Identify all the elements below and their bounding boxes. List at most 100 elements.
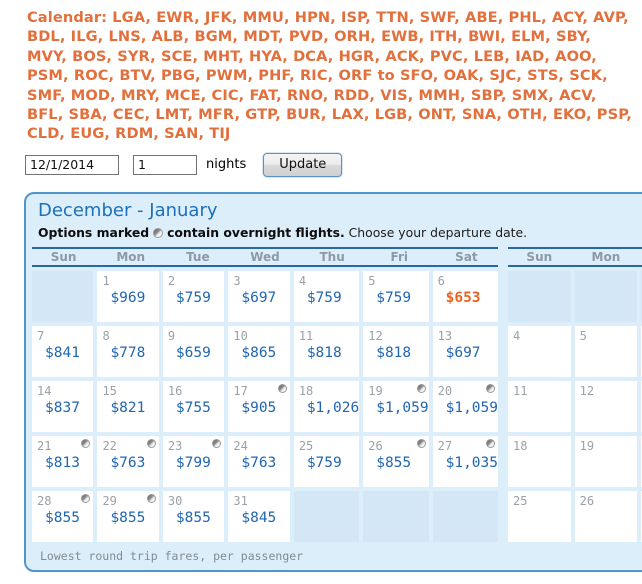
fare-price[interactable]: $818	[306, 344, 342, 361]
fare-price[interactable]: $969	[110, 289, 146, 306]
calendar-day-cell: 12	[574, 380, 638, 432]
calendar-day-cell[interactable]: 19 $1,059	[363, 380, 429, 432]
overnight-moon-icon	[486, 438, 495, 448]
fare-price[interactable]: $845	[241, 509, 277, 526]
calendar-day-cell[interactable]: 29 $855	[97, 490, 159, 542]
fare-price[interactable]: $759	[175, 289, 211, 306]
calendar-day-cell[interactable]: 6 $653	[432, 270, 498, 322]
calendar-day-cell: 25	[508, 490, 571, 542]
calendar-day-cell[interactable]: 22 $763	[97, 435, 159, 487]
calendar-day-cell[interactable]: 23 $799	[162, 435, 225, 487]
calendar-day-cell[interactable]: 4 $759	[293, 270, 360, 322]
fare-price[interactable]: $1,035	[445, 454, 498, 471]
calendar-day-cell[interactable]: 27 $1,035	[432, 435, 498, 487]
day-number: 17	[233, 383, 248, 398]
overnight-moon-icon	[153, 227, 164, 238]
fare-price[interactable]: $818	[376, 344, 412, 361]
update-button[interactable]: Update	[263, 152, 343, 177]
day-number: 6	[437, 273, 445, 288]
calendar-day-cell[interactable]: 2 $759	[162, 270, 225, 322]
fare-price[interactable]: $855	[110, 509, 146, 526]
calendar-day-cell[interactable]: 16 $755	[162, 380, 225, 432]
calendar-day-cell: 4	[508, 325, 571, 377]
empty-day-cell	[363, 490, 429, 542]
day-number: 18	[513, 438, 528, 453]
calendar-day-cell[interactable]: 25 $759	[293, 435, 360, 487]
calendar-day-cell: 11	[508, 380, 571, 432]
fare-price[interactable]: $759	[306, 289, 342, 306]
fare-price[interactable]: $1,026	[306, 399, 360, 416]
calendar-day-cell[interactable]: 10 $865	[228, 325, 290, 377]
legend-text-bold: contain overnight flights.	[167, 224, 345, 240]
calendar-day-cell[interactable]: 11 $818	[293, 325, 360, 377]
fare-price[interactable]: $905	[241, 399, 277, 416]
fare-price[interactable]: $653	[445, 289, 481, 306]
day-number: 12	[579, 383, 595, 398]
calendar-day-cell[interactable]: 7 $841	[32, 325, 94, 377]
calendar-day-cell[interactable]: 13 $697	[432, 325, 498, 377]
calendar-day-cell[interactable]: 5 $759	[363, 270, 429, 322]
calendar-day-cell: 19	[574, 435, 638, 487]
fare-price[interactable]: $855	[376, 454, 412, 471]
overnight-moon-icon	[81, 438, 91, 448]
nights-label: nights	[206, 157, 247, 173]
fare-price[interactable]: $813	[45, 454, 80, 471]
nights-input[interactable]	[133, 154, 197, 175]
calendar-day-cell[interactable]: 1 $969	[97, 270, 159, 322]
day-header-row: Sun Mon Tue Wed Thu Fri Sat	[32, 246, 498, 267]
calendar-day-cell[interactable]: 18 $1,026	[293, 380, 360, 432]
departure-date-input[interactable]	[25, 154, 119, 175]
calendar-day-cell[interactable]: 12 $818	[363, 325, 429, 377]
calendar-day-cell[interactable]: 28 $855	[32, 490, 94, 542]
fare-price[interactable]: $697	[241, 289, 277, 306]
day-header-sun: Sun	[50, 249, 77, 264]
month-december: Sun Mon Tue Wed Thu Fri Sat 1 $969 2 $759 3 $697 4 $7…	[32, 246, 498, 542]
day-number: 26	[368, 438, 383, 453]
calendar-day-cell[interactable]: 17 $905	[228, 380, 290, 432]
day-grid: 1 $969 2 $759 3 $697 4 $759 5 $759 6 $653 7 $841 8 $778…	[32, 267, 498, 542]
calendar-day-cell[interactable]: 30 $855	[162, 490, 225, 542]
fare-price[interactable]: $763	[241, 454, 277, 471]
fare-price[interactable]: $1,059	[445, 399, 498, 416]
day-header-mon: Mon	[591, 249, 621, 264]
fare-price[interactable]: $855	[45, 509, 80, 526]
day-number: 22	[102, 438, 117, 453]
fare-calendar-panel: December - January Options marked contai…	[24, 191, 642, 572]
fare-price[interactable]: $821	[110, 399, 146, 416]
day-number: 19	[579, 438, 595, 453]
fare-price[interactable]: $1,059	[376, 399, 429, 416]
fare-price[interactable]: $755	[175, 399, 211, 416]
fare-price[interactable]: $763	[110, 454, 146, 471]
calendar-day-cell[interactable]: 21 $813	[32, 435, 94, 487]
fare-price[interactable]: $778	[110, 344, 146, 361]
day-number: 26	[579, 493, 595, 508]
fare-price[interactable]: $659	[175, 344, 211, 361]
fare-price[interactable]: $841	[45, 344, 80, 361]
calendar-day-cell[interactable]: 14 $837	[32, 380, 94, 432]
calendar-day-cell[interactable]: 9 $659	[162, 325, 225, 377]
calendar-day-cell[interactable]: 15 $821	[97, 380, 159, 432]
day-header-sat: Sat	[455, 249, 478, 264]
day-number: 27	[437, 438, 453, 453]
calendar-day-cell[interactable]: 3 $697	[228, 270, 290, 322]
calendar-day-cell[interactable]: 8 $778	[97, 325, 159, 377]
calendar-day-cell[interactable]: 24 $763	[228, 435, 290, 487]
fare-price[interactable]: $799	[175, 454, 211, 471]
fare-price[interactable]: $759	[376, 289, 412, 306]
fare-price[interactable]: $855	[175, 509, 211, 526]
calendar-day-cell[interactable]: 31 $845	[228, 490, 290, 542]
day-number: 15	[102, 383, 117, 398]
fare-price[interactable]: $697	[445, 344, 481, 361]
calendar-day-cell: 5	[574, 325, 638, 377]
day-number: 2	[167, 273, 176, 288]
day-number: 13	[437, 328, 453, 343]
calendar-day-cell[interactable]: 20 $1,059	[432, 380, 498, 432]
day-number: 31	[233, 493, 248, 508]
day-header-fri: Fri	[390, 249, 408, 264]
fare-price[interactable]: $865	[241, 344, 277, 361]
day-number: 11	[298, 328, 314, 343]
calendar-day-cell[interactable]: 26 $855	[363, 435, 429, 487]
day-number: 25	[513, 493, 528, 508]
fare-price[interactable]: $837	[45, 399, 80, 416]
fare-price[interactable]: $759	[306, 454, 342, 471]
